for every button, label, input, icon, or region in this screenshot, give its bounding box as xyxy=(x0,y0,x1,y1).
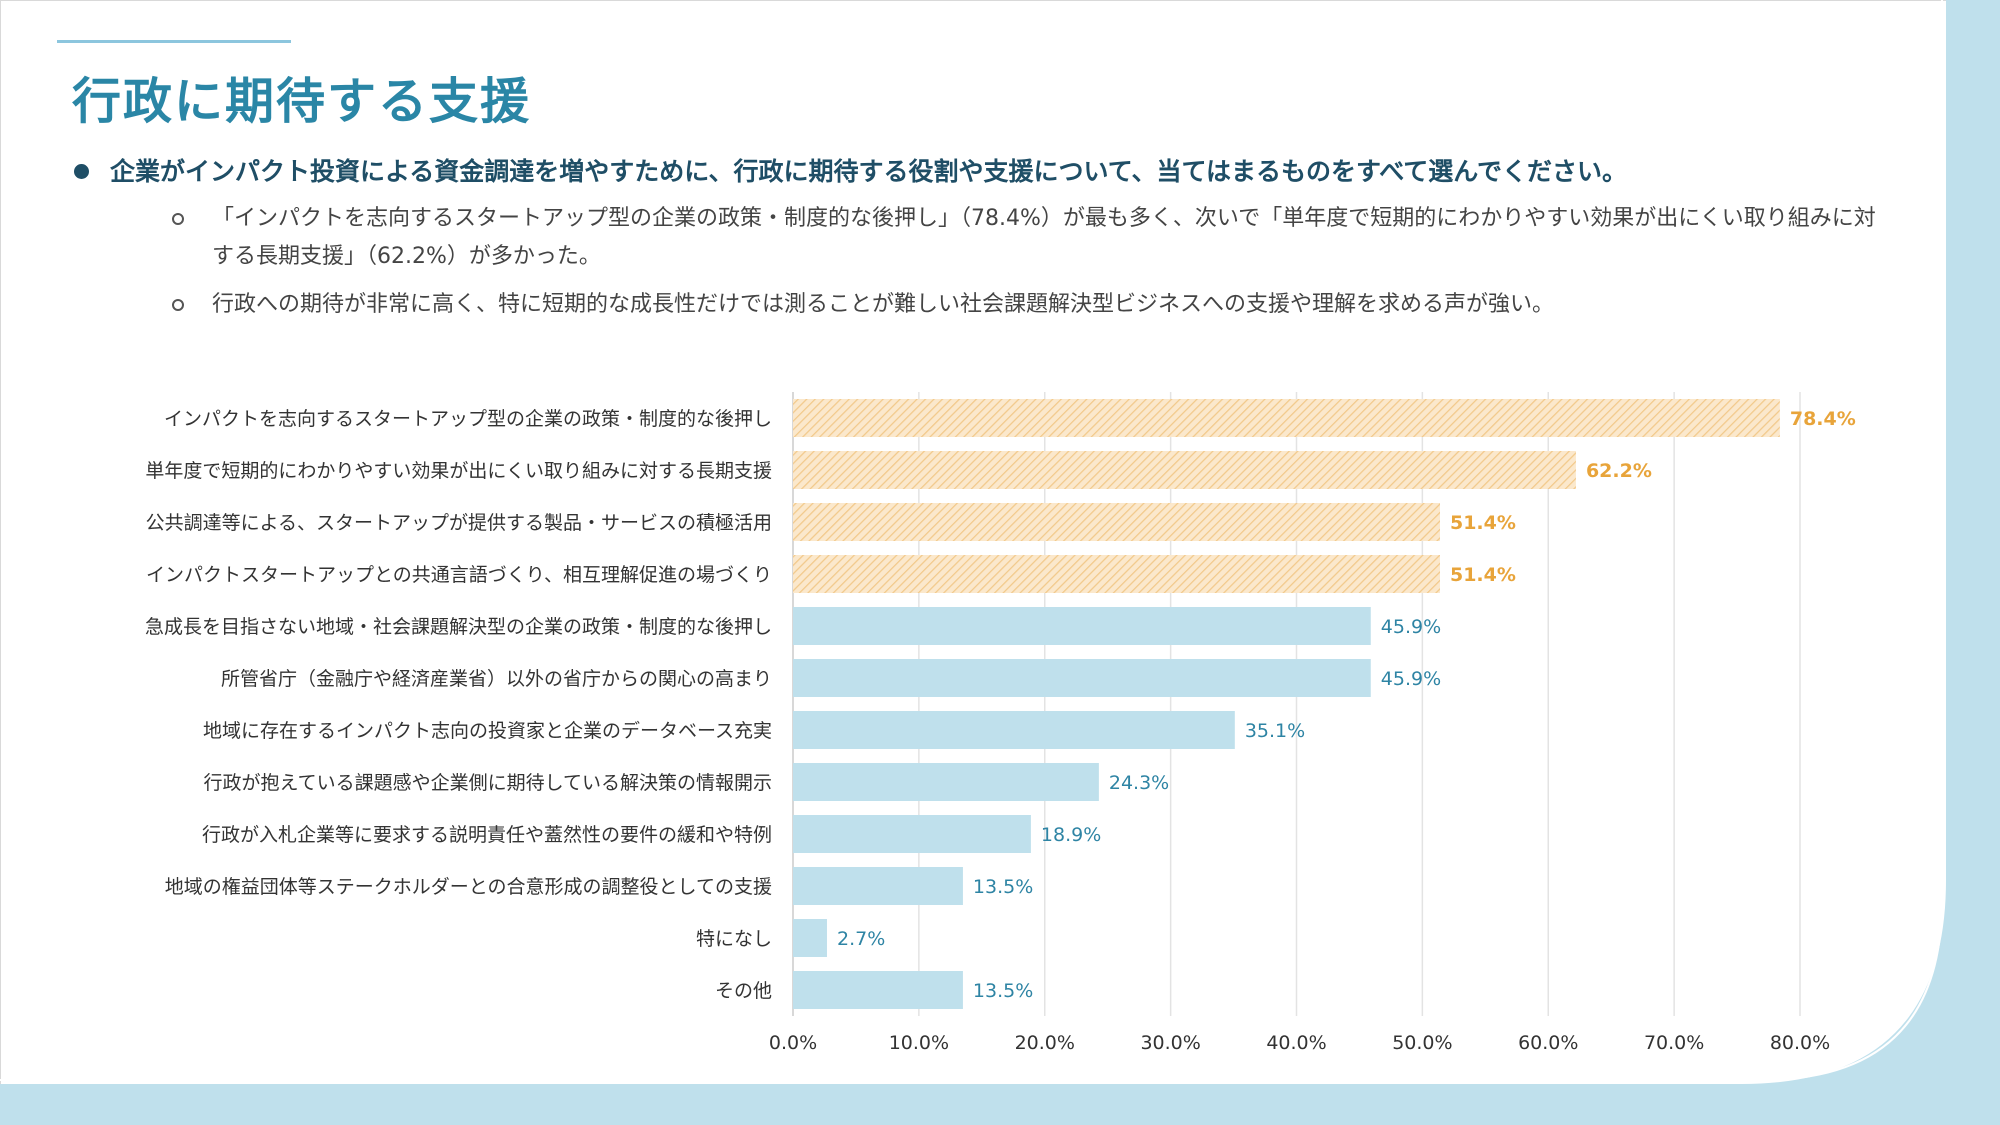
category-label: インパクトを志向するスタートアップ型の企業の政策・制度的な後押し xyxy=(164,408,772,430)
value-label: 24.3% xyxy=(1109,772,1169,794)
bar xyxy=(793,919,827,957)
frame-right-band xyxy=(1946,0,2000,1125)
question-bullet: 企業がインパクト投資による資金調達を増やすために、行政に期待する役割や支援につい… xyxy=(72,150,1872,194)
summary-bullets: 企業がインパクト投資による資金調達を増やすために、行政に期待する役割や支援につい… xyxy=(72,150,1876,334)
finding-text: 「インパクトを志向するスタートアップ型の企業の政策・制度的な後押し」（78.4%… xyxy=(212,206,1876,269)
x-tick-label: 30.0% xyxy=(1140,1032,1200,1054)
value-label: 13.5% xyxy=(973,980,1033,1002)
bar xyxy=(793,711,1235,749)
frame-corner-curve xyxy=(1742,880,1946,1084)
bar xyxy=(793,555,1440,593)
value-label: 18.9% xyxy=(1041,824,1101,846)
value-label: 51.4% xyxy=(1450,564,1516,586)
category-label: 急成長を目指さない地域・社会課題解決型の企業の政策・制度的な後押し xyxy=(145,616,772,638)
bar xyxy=(793,659,1371,697)
x-tick-label: 20.0% xyxy=(1015,1032,1075,1054)
x-tick-label: 80.0% xyxy=(1770,1032,1830,1054)
gridlines xyxy=(792,392,1801,1016)
bar xyxy=(793,503,1440,541)
value-labels: 78.4% 62.2% 51.4% 51.4% 45.9% 45.9% 35.1% 24.3%… xyxy=(837,408,1856,1002)
value-label: 78.4% xyxy=(1790,408,1856,430)
bar xyxy=(793,971,963,1009)
category-label: 行政が抱えている課題感や企業側に期待している解決策の情報開示 xyxy=(204,772,772,794)
category-label: 行政が入札企業等に要求する説明責任や蓋然性の要件の緩和や特例 xyxy=(202,824,772,846)
bars xyxy=(793,399,1780,1009)
bullet-dot xyxy=(74,164,89,179)
question-text: 企業がインパクト投資による資金調達を増やすために、行政に期待する役割や支援につい… xyxy=(110,157,1628,186)
category-label: 地域に存在するインパクト志向の投資家と企業のデータベース充実 xyxy=(203,720,772,742)
category-label: 公共調達等による、スタートアップが提供する製品・サービスの積極活用 xyxy=(146,512,772,534)
value-label: 51.4% xyxy=(1450,512,1516,534)
x-axis-ticks: 0.0% 10.0% 20.0% 30.0% 40.0% 50.0% 60.0% 70.0% 8… xyxy=(769,1032,1830,1054)
x-tick-label: 0.0% xyxy=(769,1032,817,1054)
x-tick-label: 70.0% xyxy=(1644,1032,1704,1054)
value-label: 45.9% xyxy=(1381,668,1441,690)
bullet-ring xyxy=(172,299,184,311)
title-rule xyxy=(57,40,291,43)
bullet-ring xyxy=(172,213,184,225)
category-label: 地域の権益団体等ステークホルダーとの合意形成の調整役としての支援 xyxy=(165,876,772,898)
findings-list: 「インパクトを志向するスタートアップ型の企業の政策・制度的な後押し」（78.4%… xyxy=(172,200,1876,324)
page-title: 行政に期待する支援 xyxy=(72,73,532,130)
bar xyxy=(793,399,1780,437)
frame-inner-line xyxy=(0,0,1942,1080)
x-tick-label: 50.0% xyxy=(1392,1032,1452,1054)
x-tick-label: 10.0% xyxy=(889,1032,949,1054)
value-label: 13.5% xyxy=(973,876,1033,898)
bar xyxy=(793,763,1099,801)
bar xyxy=(793,867,963,905)
value-label: 2.7% xyxy=(837,928,885,950)
frame-bottom-band xyxy=(0,1084,2000,1125)
category-label: 所管省庁（金融庁や経済産業省）以外の省庁からの関心の高まり xyxy=(221,668,772,690)
value-label: 62.2% xyxy=(1586,460,1652,482)
category-label: その他 xyxy=(715,980,772,1002)
bar xyxy=(793,607,1371,645)
finding-item: 行政への期待が非常に高く、特に短期的な成長性だけでは測ることが難しい社会課題解決… xyxy=(172,286,1872,324)
category-labels: インパクトを志向するスタートアップ型の企業の政策・制度的な後押し単年度で短期的に… xyxy=(145,408,772,1002)
category-label: インパクトスタートアップとの共通言語づくり、相互理解促進の場づくり xyxy=(146,564,772,586)
x-tick-label: 40.0% xyxy=(1266,1032,1326,1054)
value-label: 45.9% xyxy=(1381,616,1441,638)
bar xyxy=(793,815,1031,853)
bar xyxy=(793,451,1576,489)
x-tick-label: 60.0% xyxy=(1518,1032,1578,1054)
finding-item: 「インパクトを志向するスタートアップ型の企業の政策・制度的な後押し」（78.4%… xyxy=(172,200,1876,276)
category-label: 単年度で短期的にわかりやすい効果が出にくい取り組みに対する長期支援 xyxy=(145,460,772,482)
value-label: 35.1% xyxy=(1245,720,1305,742)
finding-text: 行政への期待が非常に高く、特に短期的な成長性だけでは測ることが難しい社会課題解決… xyxy=(212,292,1555,317)
category-label: 特になし xyxy=(696,928,772,950)
